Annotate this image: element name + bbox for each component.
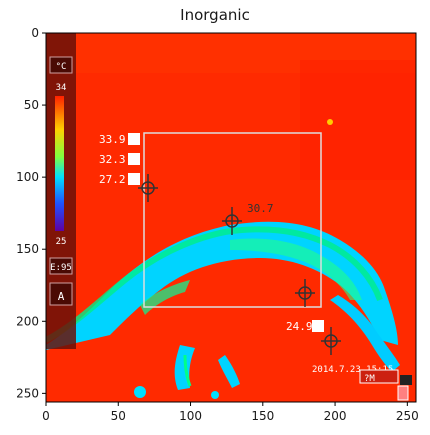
- x-tick-label: 100: [179, 409, 202, 423]
- measurement-box: [143, 132, 322, 308]
- unit-label: °C: [56, 62, 67, 72]
- lower-value: 24.9: [286, 320, 313, 333]
- hot-background: [46, 33, 416, 402]
- secondary-label: E:95: [50, 263, 72, 273]
- crosshair-marker-3: [295, 279, 315, 307]
- mode-label: A: [58, 290, 65, 303]
- figure-title: Inorganic: [180, 6, 250, 24]
- x-tick-label: 150: [251, 409, 274, 423]
- readings-panel: 33.9 32.3 27.2: [99, 133, 140, 186]
- scale-max-label: 34: [56, 83, 67, 93]
- crosshair-marker-1: [138, 174, 158, 202]
- extra-label: ?M: [364, 374, 375, 384]
- y-tick-label: 100: [16, 170, 39, 184]
- y-axis: 0 50 100 150 200 250: [16, 26, 46, 400]
- y-tick-label: 50: [24, 98, 39, 112]
- reading-mean: 32.3: [99, 153, 126, 166]
- x-tick-label: 50: [111, 409, 126, 423]
- scale-min-label: 25: [56, 237, 67, 247]
- x-tick-label: 250: [396, 409, 419, 423]
- axes-frame: [45, 32, 417, 403]
- y-tick-label: 200: [16, 314, 39, 328]
- crosshair-marker-4: [321, 327, 341, 355]
- reading-min: 27.2: [99, 173, 126, 186]
- y-tick-label: 150: [16, 242, 39, 256]
- color-scale-bar: [55, 96, 64, 231]
- spot-value: 30.7: [247, 202, 274, 215]
- timestamp: 2014.7.23 15:15: [312, 365, 393, 375]
- crosshair-marker-2: [222, 207, 242, 235]
- thermal-image: °C 34 25 E:95 A 33.9 32.3 27.2: [46, 33, 416, 402]
- x-tick-label: 200: [324, 409, 347, 423]
- x-tick-label: 0: [42, 409, 50, 423]
- y-tick-label: 250: [16, 386, 39, 400]
- x-axis: 0 50 100 150 200 250: [42, 402, 419, 423]
- reading-max: 33.9: [99, 133, 126, 146]
- y-tick-label: 0: [31, 26, 39, 40]
